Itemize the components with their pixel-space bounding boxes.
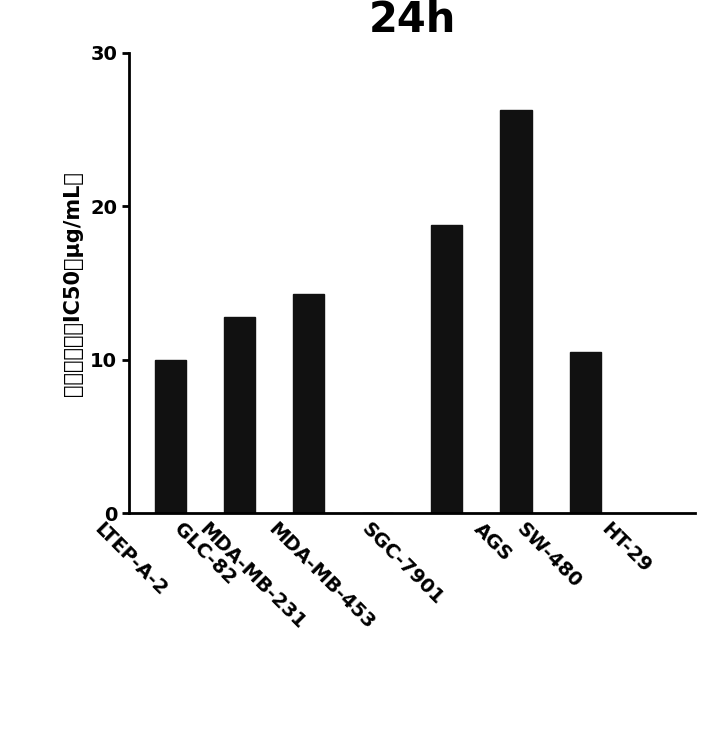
Bar [155, 360, 186, 513]
Bar [432, 225, 462, 513]
Bar [293, 294, 324, 513]
Bar [569, 352, 601, 513]
Y-axis label: 半数抑制浓度IC50（μg/mL）: 半数抑制浓度IC50（μg/mL） [63, 171, 83, 396]
Title: 24h: 24h [369, 0, 456, 41]
Bar [500, 109, 531, 513]
Bar [224, 317, 255, 513]
